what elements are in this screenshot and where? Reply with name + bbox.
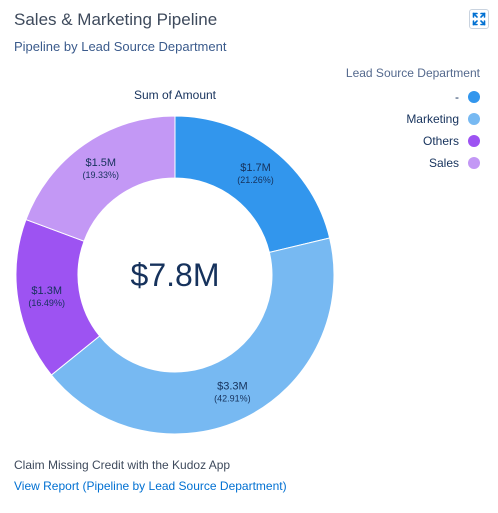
- slice-percent-label: (42.91%): [214, 394, 251, 404]
- slice-percent-label: (19.33%): [83, 170, 120, 180]
- legend-swatch: [468, 113, 480, 125]
- page-subtitle: Pipeline by Lead Source Department: [14, 39, 227, 54]
- legend-label: Sales: [428, 156, 459, 170]
- chart-title: Sum of Amount: [134, 88, 217, 102]
- chart-legend: Lead Source Department - Marketing Other…: [346, 66, 480, 174]
- legend-title: Lead Source Department: [345, 66, 480, 80]
- legend-item[interactable]: Marketing: [346, 108, 480, 130]
- legend-swatch: [468, 157, 480, 169]
- slice-percent-label: (21.26%): [237, 175, 274, 185]
- chart-center-total: $7.8M: [131, 257, 220, 293]
- donut-slice[interactable]: [25, 115, 176, 242]
- donut-slice[interactable]: [174, 115, 331, 254]
- page-title: Sales & Marketing Pipeline: [14, 10, 218, 29]
- legend-item[interactable]: -: [346, 86, 480, 108]
- legend-swatch: [468, 91, 480, 103]
- legend-item[interactable]: Others: [346, 130, 480, 152]
- legend-label: Others: [422, 134, 459, 148]
- legend-item[interactable]: Sales: [346, 152, 480, 174]
- donut-chart-svg: Sum of Amount $1.7M(21.26%) $3.3M(42.91%)…: [15, 88, 335, 435]
- slice-value-label: $1.7M: [240, 162, 271, 174]
- expand-button[interactable]: [469, 9, 489, 29]
- slice-value-label: $1.5M: [86, 157, 117, 169]
- legend-swatch: [468, 135, 480, 147]
- slice-value-label: $1.3M: [31, 285, 62, 297]
- donut-slice[interactable]: [50, 237, 335, 435]
- legend-label: -: [455, 90, 459, 104]
- legend-label: Marketing: [406, 112, 459, 126]
- slice-value-label: $3.3M: [217, 381, 248, 393]
- claim-credit-text: Claim Missing Credit with the Kudoz App: [14, 458, 231, 472]
- slice-percent-label: (16.49%): [28, 298, 65, 308]
- expand-icon: [472, 12, 486, 26]
- donut-chart: Sum of Amount $1.7M (21.26%) $3.3M (42.91%)…: [0, 80, 350, 440]
- view-report-link[interactable]: View Report (Pipeline by Lead Source Dep…: [14, 479, 287, 493]
